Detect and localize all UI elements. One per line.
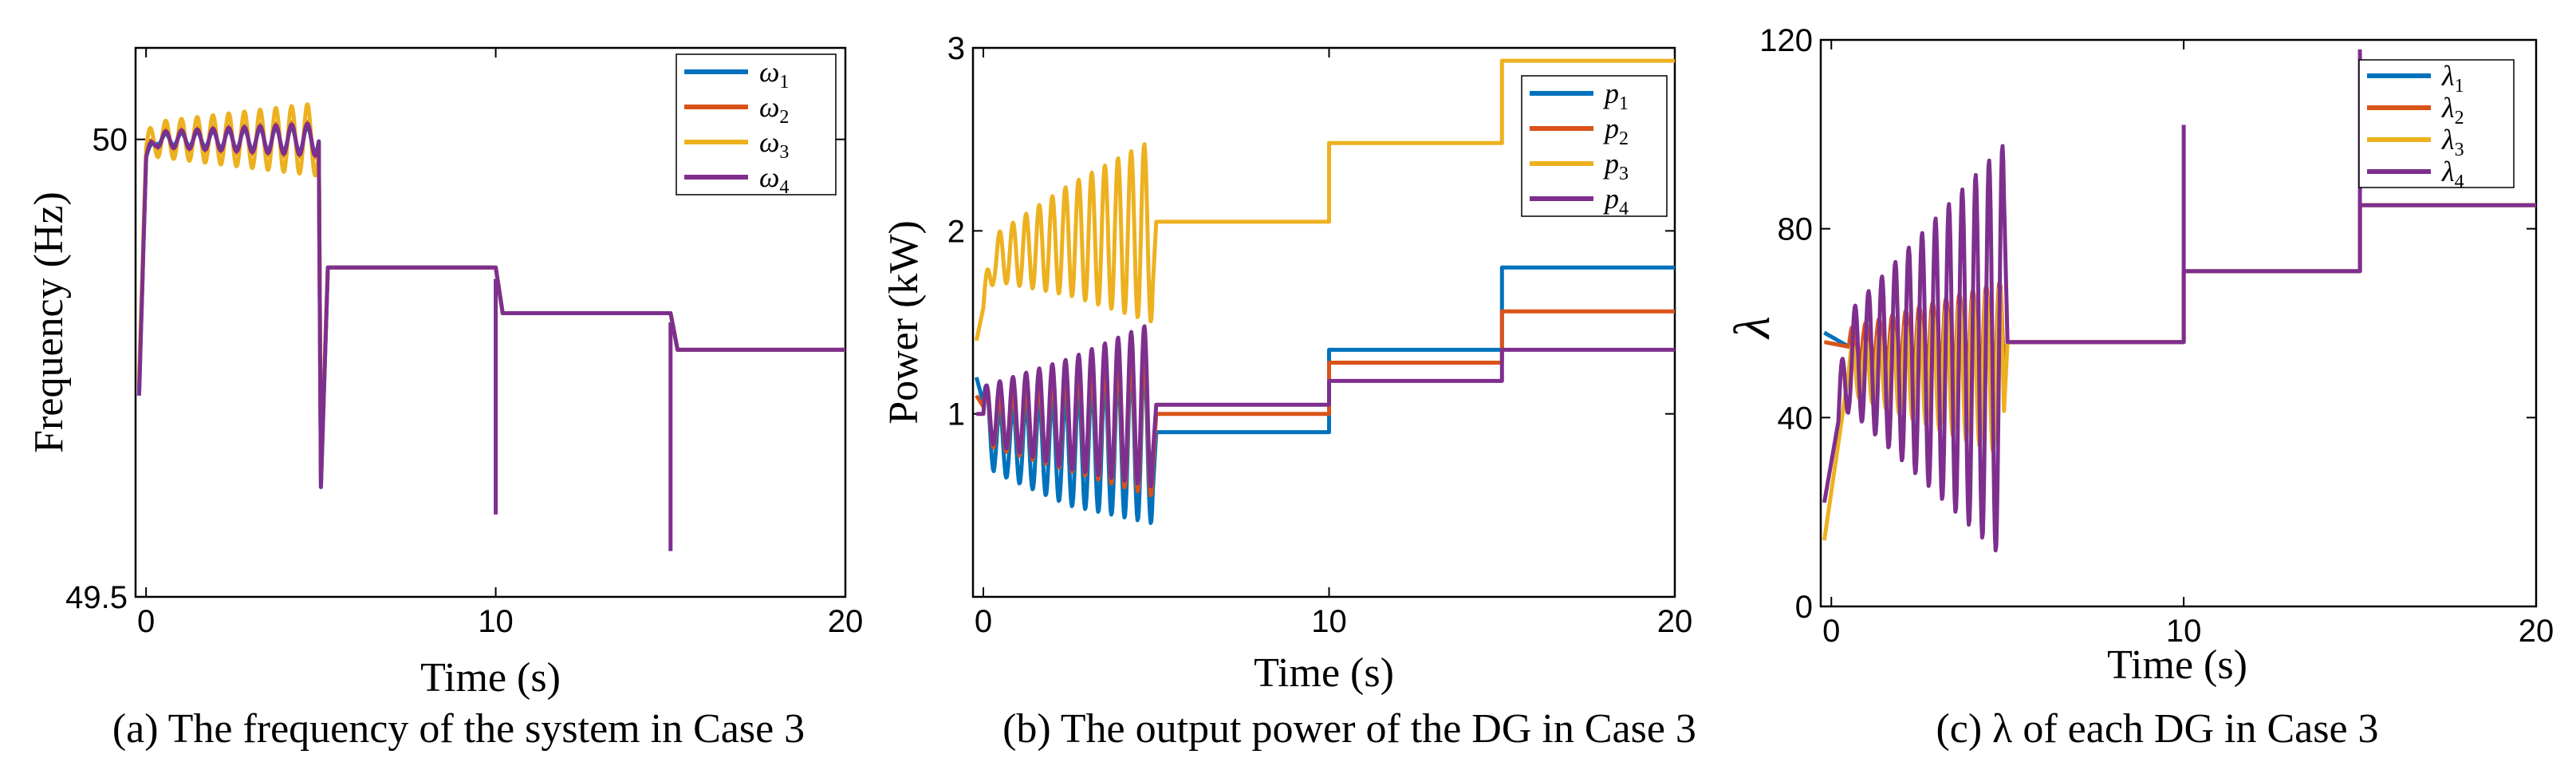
panel-b-caption: (b) The output power of the DG in Case 3 — [1002, 706, 1696, 752]
panel-b-y-ticks: 1 2 3 — [947, 31, 1675, 432]
series-line-ω4 — [136, 121, 845, 489]
y-tick-label: 120 — [1759, 23, 1813, 58]
legend-label: p4 — [1602, 183, 1629, 219]
panel-a-y-ticks: 49.5 50 — [65, 123, 845, 615]
panel-a-caption: (a) The frequency of the system in Case … — [112, 706, 805, 752]
panel-b-x-ticks: 0 10 20 — [975, 48, 1692, 639]
panel-b-series — [974, 58, 1675, 525]
panel-b-xlabel: Time (s) — [1254, 650, 1394, 696]
series-line-p4 — [975, 324, 1675, 488]
legend-box — [1521, 75, 1668, 217]
legend-box — [2358, 59, 2515, 188]
panel-c-xlabel: Time (s) — [2107, 642, 2247, 688]
x-tick-label: 10 — [2166, 614, 2202, 649]
panel-a-xlabel: Time (s) — [420, 655, 561, 701]
x-tick-label: 20 — [1657, 604, 1693, 639]
panel-c-x-ticks: 0 10 20 — [1822, 40, 2554, 649]
y-tick-label: 50 — [93, 123, 128, 158]
legend-label: ω3 — [759, 126, 789, 163]
x-tick-label: 10 — [1311, 604, 1347, 639]
panel-a-ylabel: Frequency (Hz) — [26, 192, 72, 453]
panel-a-x-ticks: 0 10 20 — [137, 48, 863, 639]
y-tick-label: 80 — [1778, 212, 1814, 247]
panel-a-series — [136, 102, 845, 551]
panel-c-ylabel: λ — [1723, 316, 1780, 340]
x-tick-label: 20 — [2519, 614, 2554, 649]
panel-c-y-ticks: 0 40 80 120 — [1759, 23, 2536, 625]
x-tick-label: 0 — [1822, 614, 1840, 649]
panel-c-caption: (c) λ of each DG in Case 3 — [1936, 706, 2378, 752]
y-tick-label: 40 — [1778, 401, 1814, 436]
y-tick-label: 3 — [947, 31, 965, 66]
y-tick-label: 49.5 — [65, 580, 128, 615]
y-tick-label: 1 — [947, 397, 965, 432]
x-tick-label: 0 — [137, 604, 155, 639]
x-tick-label: 20 — [828, 604, 864, 639]
legend-box — [676, 53, 837, 195]
y-tick-label: 2 — [947, 214, 965, 249]
series-line-λ4 — [1822, 144, 2536, 553]
x-tick-label: 0 — [975, 604, 992, 639]
x-tick-label: 10 — [478, 604, 514, 639]
series-line-λ3 — [1822, 203, 2536, 541]
y-tick-label: 0 — [1795, 590, 1813, 625]
series-line-p3 — [974, 58, 1675, 342]
panel-b-ylabel: Power (kW) — [881, 220, 927, 425]
